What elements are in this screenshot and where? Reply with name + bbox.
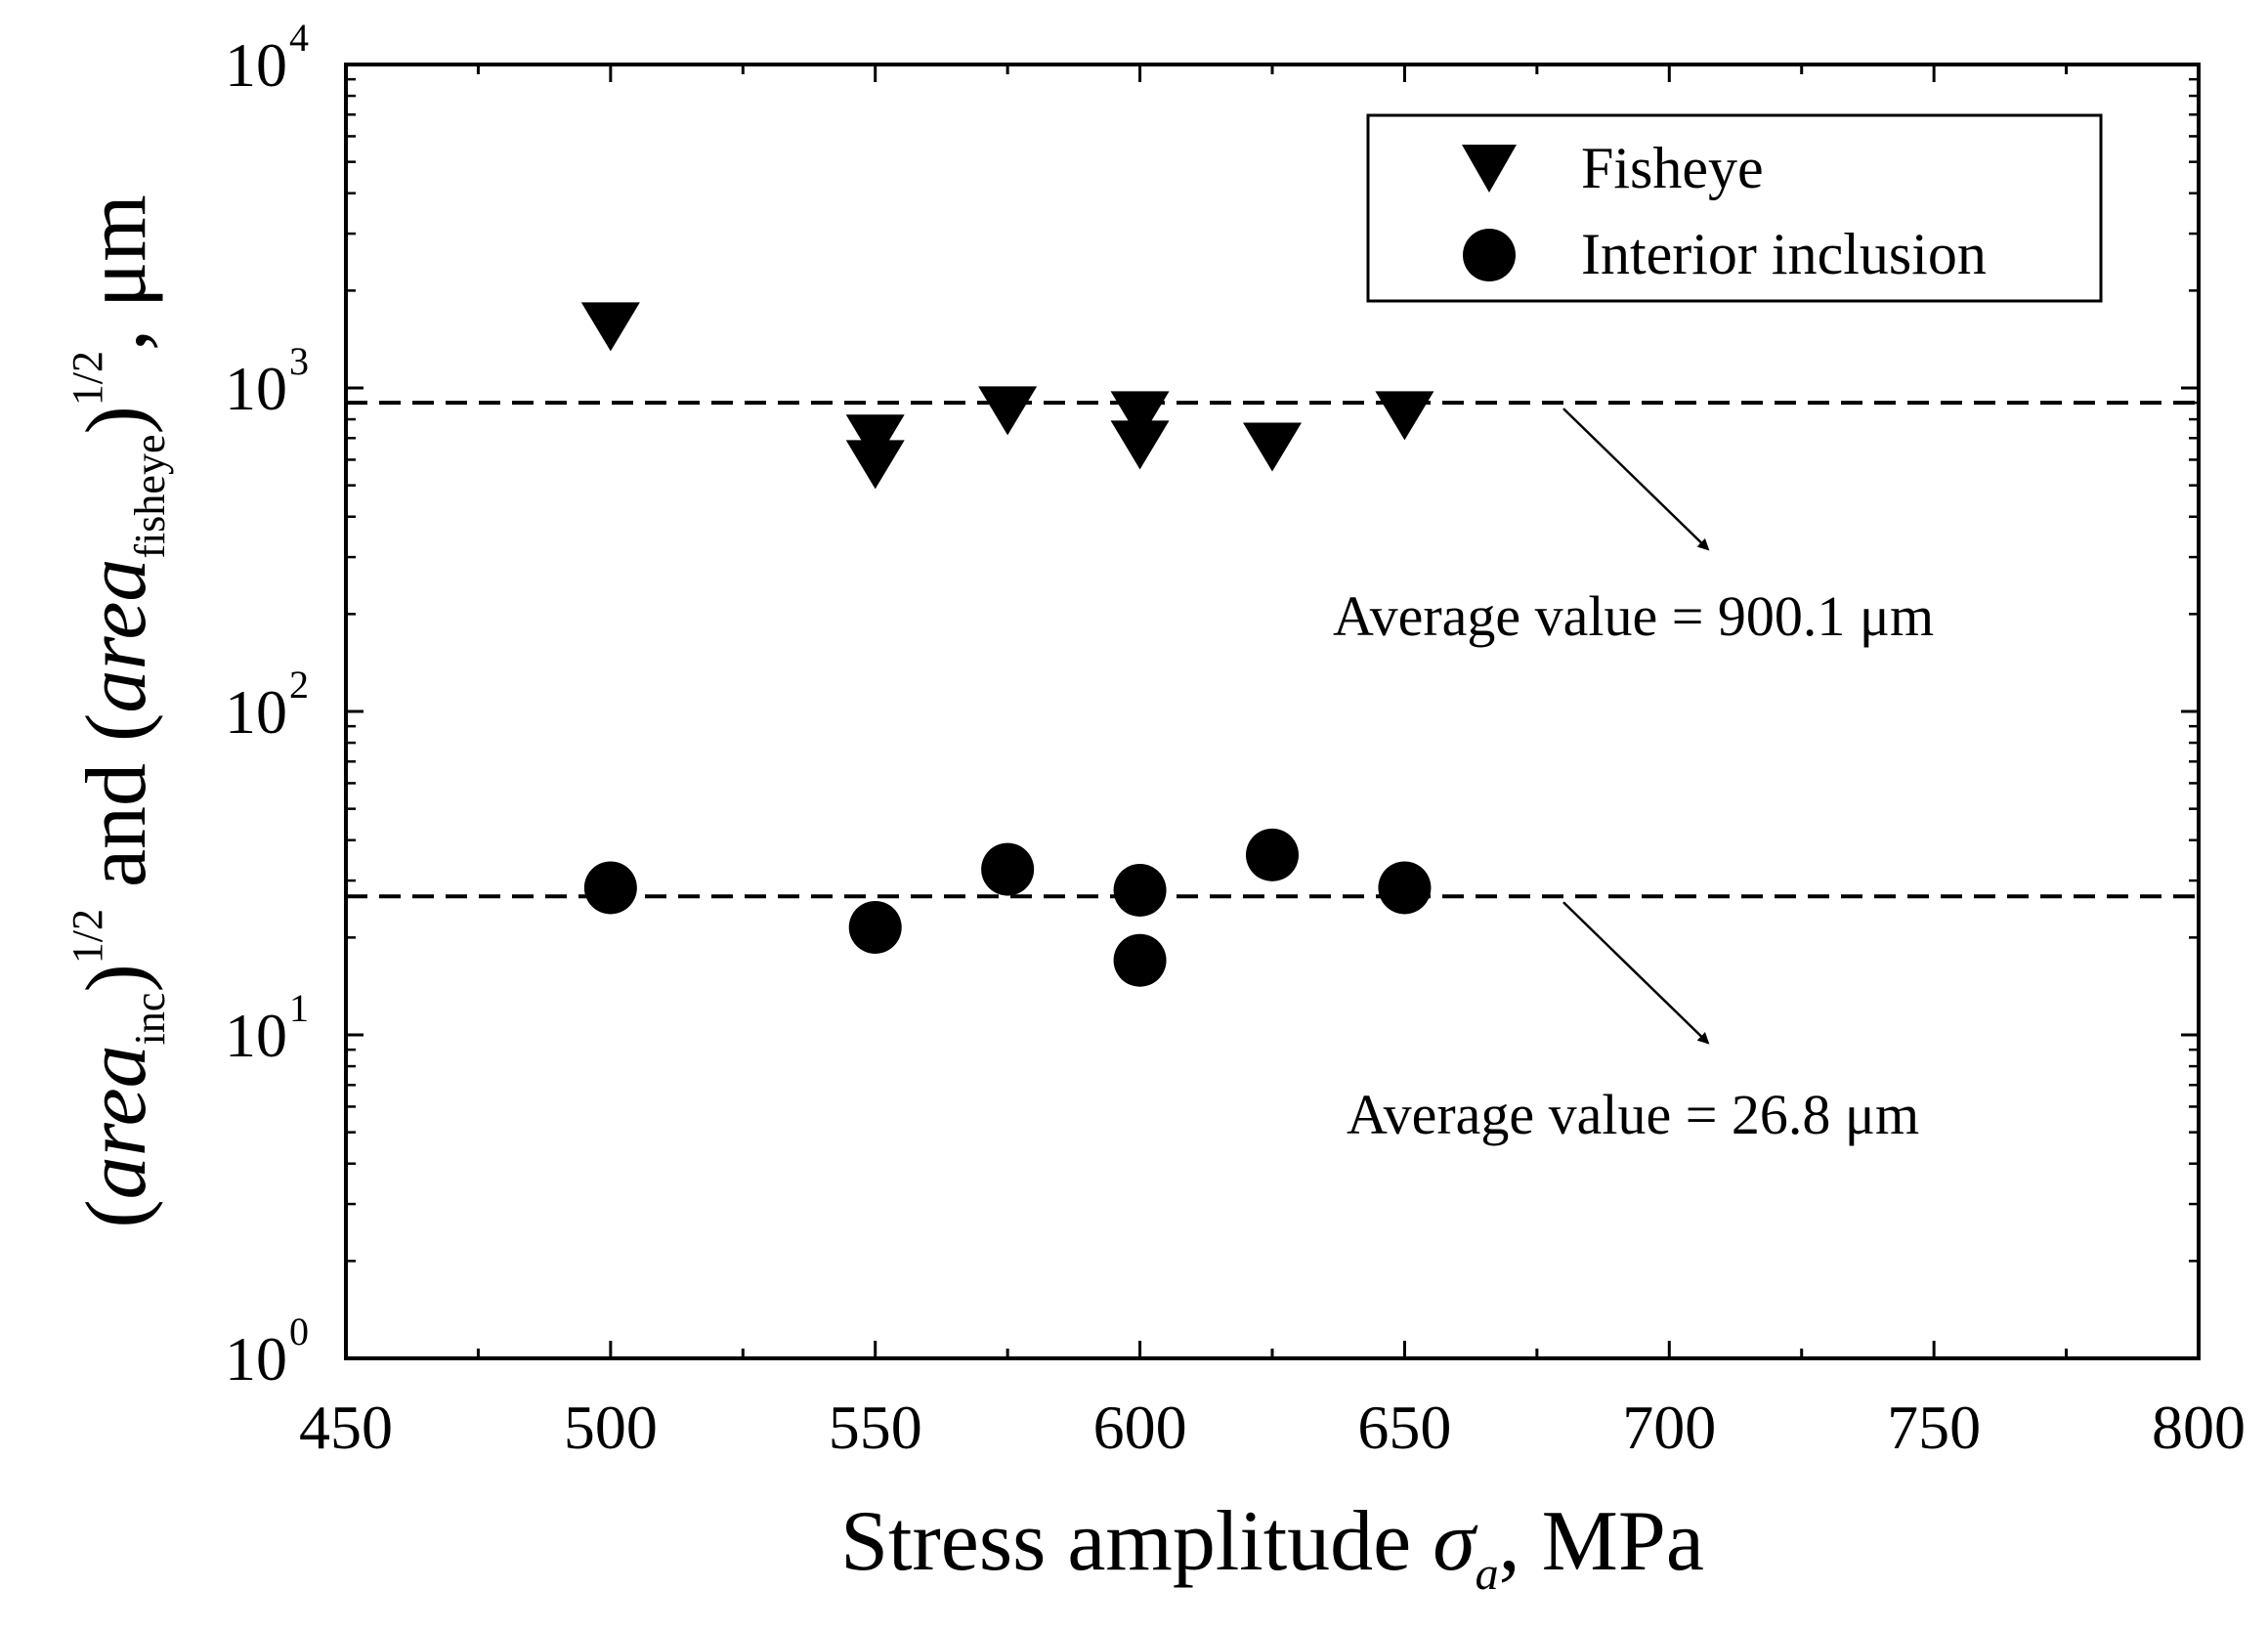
x-tick-label: 450: [299, 1393, 393, 1462]
fisheye-point: [1110, 391, 1170, 441]
x-tick-label: 750: [1887, 1393, 1981, 1462]
y-tick-exponent: 4: [289, 16, 309, 60]
x-tick-label: 600: [1093, 1393, 1187, 1462]
fisheye-point: [1243, 422, 1302, 472]
y-axis-title: (areainc)1/2 and (areafisheye)1/2, μm: [64, 194, 174, 1227]
y-tick-exponent: 0: [289, 1309, 309, 1353]
annotation-fisheye-average: Average value = 900.1 μm: [1333, 584, 1934, 648]
legend: Fisheye Interior inclusion: [1366, 113, 2103, 303]
axis-ticks: [344, 63, 2201, 1360]
legend-fisheye-label: Fisheye: [1581, 136, 1764, 200]
fisheye-point: [845, 414, 905, 464]
inclusion-point: [1113, 863, 1167, 917]
x-tick-label: 550: [829, 1393, 922, 1462]
fisheye-point: [845, 440, 905, 490]
data-markers: [580, 302, 1434, 987]
legend-fisheye-marker: [1462, 145, 1517, 193]
fisheye-point: [1375, 391, 1434, 441]
average-line-arrow: [1562, 901, 1710, 1045]
reference-lines: [346, 401, 2199, 1045]
x-tick-label: 800: [2152, 1393, 2246, 1462]
inclusion-point: [1113, 933, 1167, 987]
inclusion-point: [1246, 828, 1299, 881]
fisheye-point: [978, 386, 1038, 436]
inclusion-point: [583, 861, 637, 915]
inclusion-point: [981, 842, 1035, 896]
y-tick-label: 10: [225, 30, 287, 100]
y-tick-label: 10: [225, 1001, 287, 1070]
y-tick-exponent: 2: [289, 663, 309, 707]
x-tick-label: 700: [1622, 1393, 1716, 1462]
inclusion-point: [1378, 861, 1432, 915]
y-tick-label: 10: [225, 677, 287, 747]
fisheye-point: [580, 302, 640, 352]
y-tick-label: 10: [225, 354, 287, 423]
y-tick-exponent: 3: [289, 339, 309, 383]
annotation-inclusion-average: Average value = 26.8 μm: [1347, 1083, 1919, 1146]
x-axis-title: Stress amplitude σa, MPa: [840, 1494, 1704, 1600]
x-tick-labels: 450 500 550 600 650 700 750 800: [299, 1393, 2246, 1462]
x-tick-label: 500: [564, 1393, 658, 1462]
fisheye-point: [1110, 420, 1170, 470]
average-line-arrow: [1562, 408, 1710, 551]
inclusion-point: [848, 900, 902, 954]
y-tick-exponent: 1: [289, 986, 309, 1030]
x-tick-label: 650: [1357, 1393, 1451, 1462]
legend-inclusion-label: Interior inclusion: [1581, 222, 1987, 286]
legend-inclusion-marker: [1463, 229, 1516, 281]
y-tick-label: 10: [225, 1324, 287, 1394]
